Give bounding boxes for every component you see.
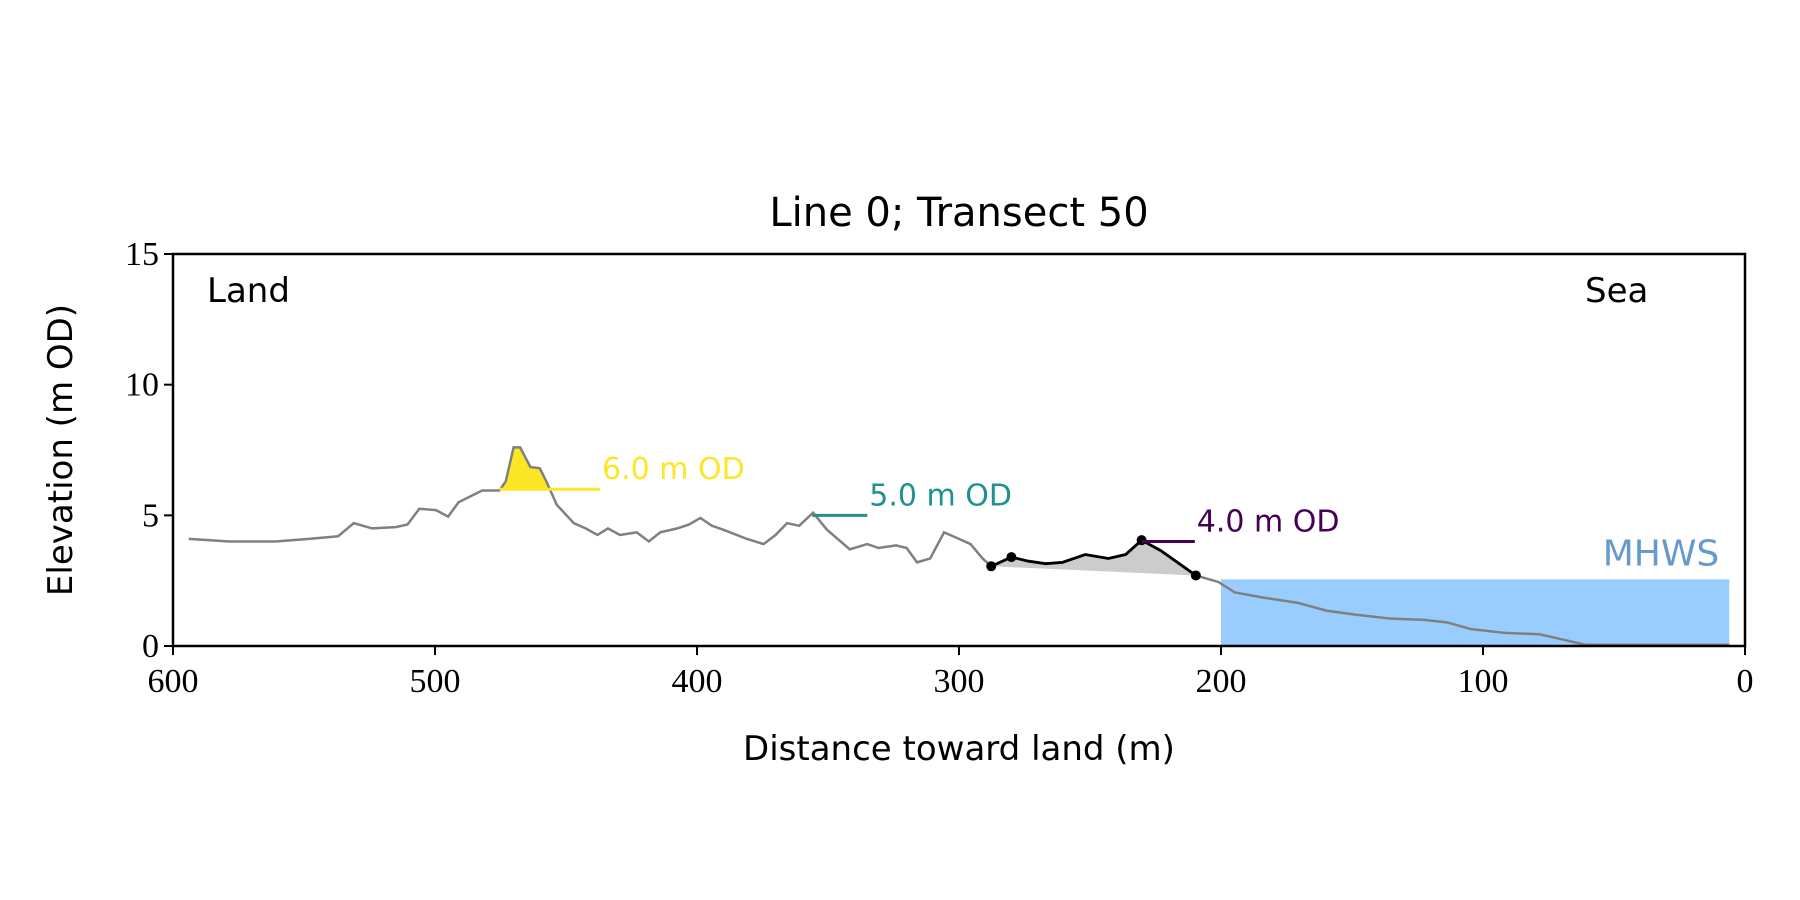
mhws-area	[1221, 579, 1730, 646]
x-tick-label: 600	[148, 663, 199, 700]
highlight-point	[1190, 570, 1201, 581]
x-tick-label: 400	[672, 663, 723, 700]
x-tick-label: 200	[1196, 663, 1247, 700]
x-tick-label: 0	[1737, 663, 1754, 700]
x-axis-label: Distance toward land (m)	[743, 729, 1175, 769]
mhws-label: MHWS	[1603, 533, 1720, 574]
x-tick-label: 100	[1458, 663, 1509, 700]
annotation: Sea	[1585, 271, 1648, 311]
highlight-line	[990, 538, 1197, 577]
profile-line	[188, 446, 1730, 646]
highlight-area	[991, 540, 1196, 576]
y-axis-label: Elevation (m OD)	[41, 304, 81, 596]
chart-title: Line 0; Transect 50	[769, 190, 1148, 236]
highlight-point	[1006, 552, 1017, 563]
y-tick-label: 5	[142, 497, 159, 534]
y-tick-label: 0	[142, 628, 159, 665]
level-label: 6.0 m OD	[602, 452, 745, 487]
y-tick-label: 15	[125, 236, 159, 273]
level-fill	[500, 447, 550, 490]
level-label: 4.0 m OD	[1197, 504, 1340, 539]
level-label: 5.0 m OD	[869, 478, 1012, 513]
x-tick-label: 300	[934, 663, 985, 700]
annotation: Land	[207, 271, 290, 311]
y-tick-label: 10	[125, 367, 159, 404]
x-tick-label: 500	[410, 663, 461, 700]
highlight-point	[986, 561, 997, 572]
